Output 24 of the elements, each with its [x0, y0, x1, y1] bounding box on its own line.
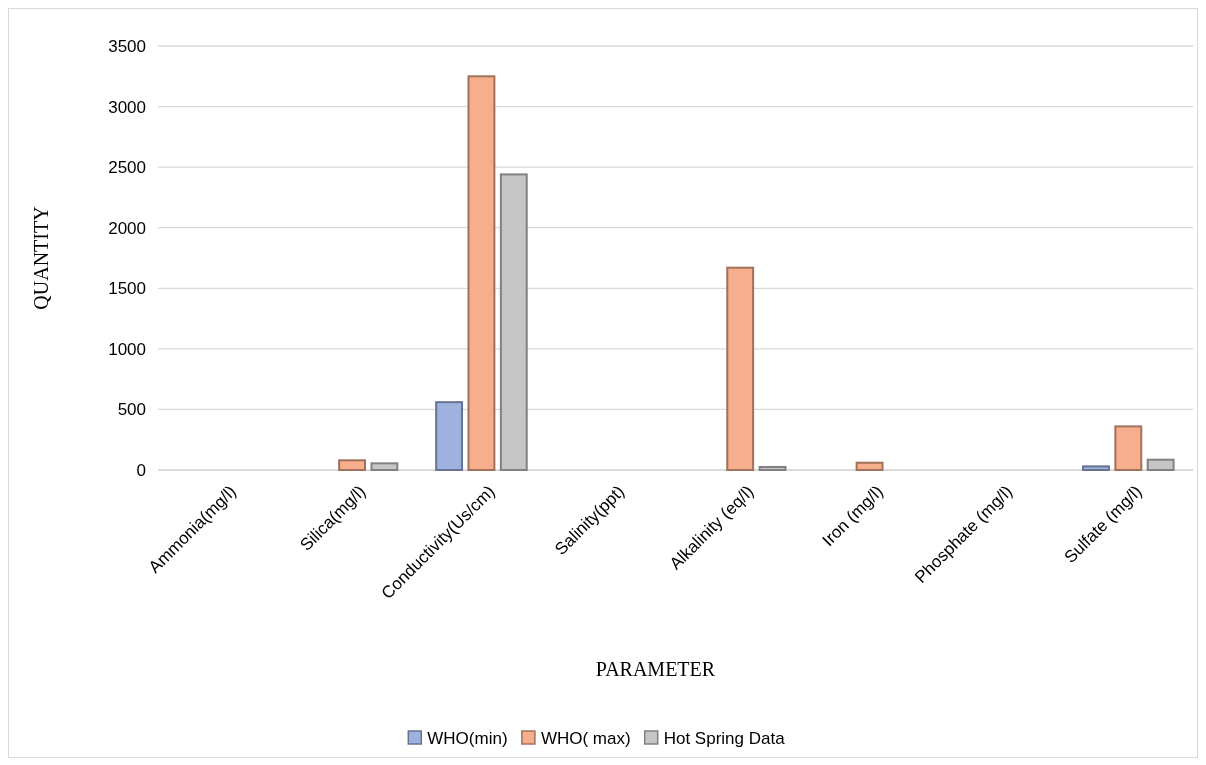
bar: [1114, 425, 1143, 471]
bar: [758, 465, 787, 471]
y-tick-label: 0: [136, 460, 146, 480]
bar: [338, 459, 366, 471]
y-tick-label: 1500: [108, 279, 146, 299]
legend-label: WHO( max): [540, 728, 631, 748]
bar: [370, 462, 399, 471]
bar: [1082, 465, 1110, 471]
y-tick-label: 1000: [108, 339, 146, 359]
y-tick-label: 3000: [108, 97, 146, 117]
y-tick-label: 500: [117, 400, 146, 420]
y-axis-title: QUANTITY: [30, 206, 52, 310]
bar: [435, 401, 464, 471]
y-tick-label: 2000: [108, 218, 146, 238]
x-axis-title: PARAMETER: [595, 658, 716, 680]
bar: [499, 173, 528, 471]
legend-label: Hot Spring Data: [663, 728, 786, 748]
y-tick-label: 2500: [108, 158, 146, 178]
bar: [726, 266, 755, 471]
bar: [1146, 458, 1175, 471]
bar: [855, 461, 884, 471]
bar: [467, 75, 496, 471]
legend-label: WHO(min): [427, 728, 508, 748]
y-tick-label: 3500: [108, 36, 146, 56]
